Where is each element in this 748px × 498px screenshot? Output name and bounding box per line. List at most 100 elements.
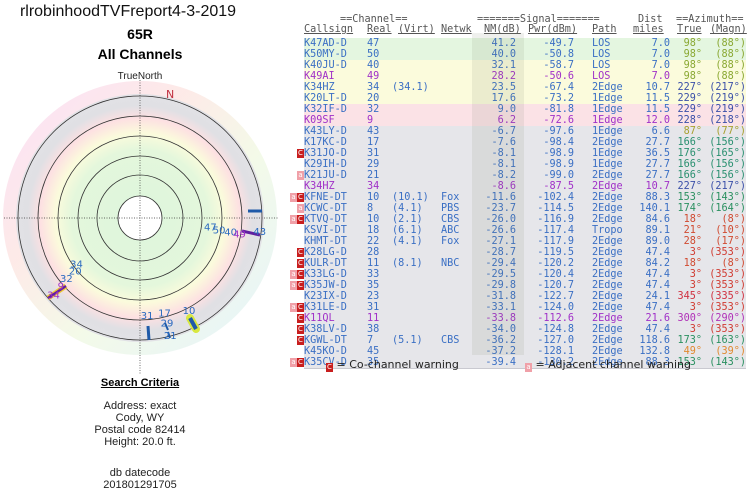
channel-group-header: ==Channel== (340, 14, 408, 25)
cell-real: 7 (367, 335, 374, 346)
cell-true: 229° (677, 93, 702, 104)
cell-callsign: KSVI-DT (304, 225, 347, 236)
co-channel-warning-icon: C (297, 281, 304, 290)
table-row[interactable]: K23IX-D 23 -31.8 -122.7 2Edge 24.1 345° (335°) (304, 291, 746, 303)
cell-callsign: K45KO-D (304, 346, 347, 357)
cell-callsign: K38LV-D (304, 324, 347, 335)
adjacent-channel-warning-icon: a (290, 215, 297, 224)
polar-label-ch21: 21 (164, 331, 177, 342)
cell-pwr: -99.0 (543, 170, 574, 181)
col-netwk: Netwk (441, 24, 472, 35)
cell-real: 45 (367, 346, 380, 357)
cell-real: 32 (367, 104, 380, 115)
search-criteria-heading: Search Criteria (100, 377, 180, 389)
col-callsign: Callsign (304, 24, 354, 35)
cell-callsign: KFNE-DT (304, 192, 347, 203)
cell-pwr: -120.4 (537, 269, 574, 280)
cell-dist: 88.3 (645, 192, 670, 203)
adjacent-channel-warning-icon: a (290, 270, 297, 279)
cell-real: 17 (367, 137, 380, 148)
cell-magn: (290°) (709, 313, 746, 324)
cell-true: 227° (677, 181, 702, 192)
table-row[interactable]: K20LT-D 20 17.6 -73.2 1Edge 11.5 229° (219°) (304, 93, 746, 105)
legend-adjacent: a = Adjacent channel warning (525, 358, 691, 372)
cell-true: 98° (683, 71, 702, 82)
cell-callsign: K43LY-D (304, 126, 347, 137)
cell-callsign: K34HZ (304, 82, 335, 93)
cell-real: 35 (367, 280, 380, 291)
cell-dist: 47.4 (645, 269, 670, 280)
cell-true: 18° (683, 214, 702, 225)
table-row[interactable]: K32IF-D 32 9.0 -81.8 1Edge 11.5 229° (219°) (304, 104, 746, 116)
cell-dist: 6.6 (651, 126, 670, 137)
cell-real: 28 (367, 247, 380, 258)
cell-true: 98° (683, 49, 702, 60)
table-row[interactable]: K45KO-D 45 -37.2 -128.1 2Edge 132.8 49° (39°) (304, 346, 746, 358)
cell-real: 10 (367, 192, 380, 203)
table-row[interactable]: K28LG-D 28 -28.7 -119.5 2Edge 47.4 3° (353°) C (297, 247, 746, 259)
cell-magn: (77°) (715, 126, 746, 137)
co-channel-warning-icon: C (297, 215, 304, 224)
cell-nm: -6.7 (491, 126, 516, 137)
cell-real: 29 (367, 159, 380, 170)
col-path: Path (592, 24, 617, 35)
cell-pwr: -67.4 (543, 82, 574, 93)
cell-magn: (156°) (709, 159, 746, 170)
table-row[interactable]: K11QL 11 -33.8 -112.6 2Edge 21.6 300° (290°) C (297, 313, 746, 325)
cell-magn: (156°) (709, 137, 746, 148)
table-row[interactable]: K47AD-D 47 41.2 -49.7 LOS 7.0 98° (88°) (304, 38, 746, 50)
cell-pwr: -114.5 (537, 203, 574, 214)
cell-dist: 24.1 (645, 291, 670, 302)
marker-17 (164, 322, 169, 331)
cell-netwk: ABC (441, 225, 460, 236)
col-magn: (Magn) (710, 24, 747, 35)
cell-nm: -33.1 (485, 302, 516, 313)
co-channel-warning-icon: C (297, 149, 304, 158)
cell-nm: -37.2 (485, 346, 516, 357)
cell-true: 166° (677, 137, 702, 148)
cell-dist: 27.7 (645, 170, 670, 181)
cell-callsign: K35JW-D (304, 280, 347, 291)
cell-dist: 89.1 (645, 225, 670, 236)
cell-dist: 47.4 (645, 247, 670, 258)
criteria-address: Address: exact (103, 400, 177, 412)
table-row[interactable]: K38LV-D 38 -34.0 -124.8 2Edge 47.4 3° (353°) C (297, 324, 746, 336)
cell-pwr: -58.7 (543, 60, 574, 71)
cell-nm: 9.0 (497, 104, 516, 115)
cell-magn: (353°) (709, 302, 746, 313)
cell-real: 23 (367, 291, 380, 302)
polar-label-ch10: 10 (183, 306, 196, 317)
table-row[interactable]: KGWL-DT 7 (5.1) CBS -36.2 -127.0 2Edge 118.6 173… (297, 335, 746, 347)
table-row[interactable]: KTVQ-DT 10 (2.1) CBS -26.0 -116.9 2Edge 84.6 18°… (290, 214, 746, 226)
cell-nm: -29.4 (485, 258, 516, 269)
cell-nm: -29.8 (485, 280, 516, 291)
table-row[interactable]: K17KC-D 17 -7.6 -98.4 2Edge 27.7 166° (156°) (304, 137, 746, 149)
cell-magn: (218°) (709, 115, 746, 126)
col-miles: miles (633, 24, 664, 35)
cell-pwr: -116.9 (537, 214, 574, 225)
cell-path: 2Edge (592, 346, 623, 357)
cell-pwr: -124.0 (537, 302, 574, 313)
co-channel-warning-icon: C (297, 325, 304, 334)
cell-nm: -8.1 (491, 159, 516, 170)
cell-true: 98° (683, 38, 702, 49)
cell-real: 20 (367, 93, 380, 104)
cell-callsign: K34HZ (304, 181, 335, 192)
cell-virt: (34.1) (392, 82, 429, 93)
cell-real: 21 (367, 170, 380, 181)
cell-dist: 118.6 (639, 335, 670, 346)
cell-path: 2Edge (592, 280, 623, 291)
cell-nm: 28.2 (491, 71, 516, 82)
criteria-city: Cody, WY (115, 412, 165, 424)
cell-dist: 132.8 (639, 346, 670, 357)
cell-callsign: K21JU-D (304, 170, 347, 181)
cell-nm: -27.1 (485, 236, 516, 247)
table-row[interactable]: K31JO-D 31 -8.1 -98.9 1Edge 36.5 176° (165°) C (297, 148, 746, 160)
cell-pwr: -49.7 (543, 38, 574, 49)
cell-true: 3° (689, 324, 702, 335)
cell-callsign: KGWL-DT (304, 335, 347, 346)
